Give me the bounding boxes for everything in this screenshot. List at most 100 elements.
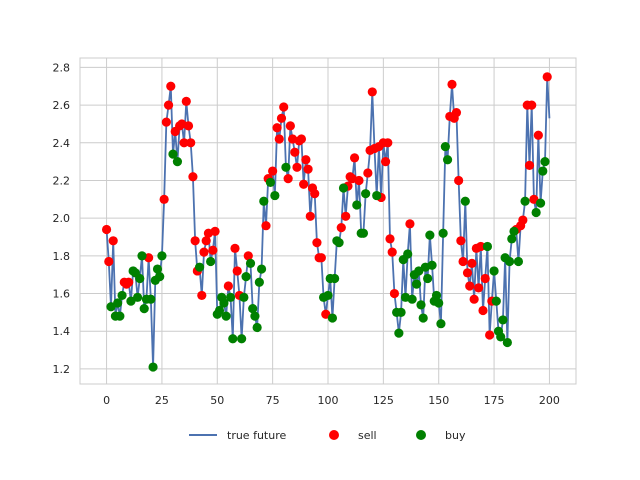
buy-point — [496, 332, 506, 342]
sell-point — [197, 290, 207, 301]
buy-point — [152, 264, 163, 274]
sell-point — [476, 241, 486, 252]
sell-point — [290, 147, 300, 157]
sell-point — [285, 121, 295, 131]
sell-point — [303, 164, 313, 174]
x-tick-label: 100 — [318, 394, 339, 407]
sell-point — [159, 194, 169, 204]
buy-point — [436, 319, 446, 329]
buy-point — [427, 260, 437, 270]
buy-point — [206, 256, 216, 267]
sell-point — [533, 130, 543, 140]
buy-point — [489, 266, 499, 276]
sell-point — [312, 238, 322, 248]
sell-point — [447, 79, 457, 89]
buy-point — [338, 183, 349, 193]
buy-point — [482, 241, 493, 252]
buy-point — [352, 200, 362, 210]
buy-point — [491, 296, 501, 306]
sell-point — [276, 113, 287, 123]
buy-point — [442, 155, 453, 165]
buy-point — [502, 337, 512, 348]
sell-point — [462, 268, 473, 278]
legend-sell-swatch — [329, 430, 339, 440]
x-tick-label: 25 — [155, 394, 169, 407]
buy-point — [115, 311, 125, 321]
buy-point — [168, 149, 178, 159]
y-tick-label: 2.4 — [53, 137, 71, 150]
sell-point — [389, 288, 400, 299]
buy-point — [438, 228, 448, 238]
sell-point — [188, 172, 198, 182]
sell-point — [467, 258, 477, 268]
buy-point — [228, 334, 238, 344]
buy-point — [498, 315, 508, 325]
buy-point — [407, 294, 417, 304]
y-tick-label: 1.8 — [53, 250, 71, 263]
legend-buy-label: buy — [445, 429, 466, 442]
sell-point — [166, 81, 176, 91]
sell-point — [469, 294, 479, 304]
buy-point — [148, 362, 158, 372]
sell-point — [380, 157, 391, 167]
buy-point — [155, 271, 165, 282]
buy-point — [225, 292, 236, 302]
sell-point — [274, 134, 284, 144]
sell-point — [243, 251, 253, 261]
buy-point — [403, 249, 413, 259]
sell-point — [124, 277, 134, 287]
marker-layer — [101, 72, 552, 372]
sell-point — [163, 100, 174, 110]
sell-point — [268, 166, 278, 176]
buy-point — [132, 292, 143, 302]
sell-point — [161, 117, 171, 127]
x-tick-label: 50 — [210, 394, 224, 407]
buy-point — [194, 262, 205, 272]
x-tick-label: 0 — [103, 394, 110, 407]
buy-point — [396, 307, 406, 317]
sell-point — [190, 236, 200, 246]
sell-point — [524, 160, 535, 171]
sell-point — [292, 162, 302, 172]
y-tick-label: 2.2 — [53, 174, 71, 187]
x-tick-label: 150 — [428, 394, 449, 407]
buy-point — [507, 234, 517, 244]
buy-point — [323, 290, 333, 301]
sell-point — [473, 283, 484, 293]
sell-point — [387, 247, 397, 257]
sell-point — [261, 221, 271, 231]
buy-point — [239, 292, 249, 302]
sell-point — [456, 236, 466, 246]
legend: true future sell buy — [189, 429, 466, 442]
buy-point — [418, 313, 428, 323]
buy-point — [535, 198, 546, 208]
sell-point — [183, 121, 194, 131]
buy-point — [256, 264, 267, 274]
buy-point — [513, 256, 524, 267]
sell-point — [405, 219, 415, 229]
sell-point — [283, 174, 293, 184]
buy-point — [146, 294, 156, 304]
legend-buy-swatch — [416, 430, 426, 440]
x-tick-label: 75 — [266, 394, 280, 407]
sell-point — [272, 123, 282, 133]
sell-point — [279, 102, 289, 112]
sell-point — [354, 175, 364, 186]
buy-point — [538, 166, 548, 176]
sell-point — [336, 223, 346, 233]
buy-point — [248, 304, 258, 314]
legend-line-label: true future — [227, 429, 286, 442]
y-tick-label: 2.0 — [53, 212, 71, 225]
buy-point — [358, 228, 369, 238]
buy-point — [327, 313, 338, 323]
buy-point — [221, 311, 231, 321]
sell-point — [101, 224, 112, 235]
sell-point — [305, 211, 315, 221]
buy-point — [219, 298, 229, 308]
buy-point — [113, 298, 123, 308]
buy-point — [252, 322, 262, 333]
tick-label-layer: 0 25 50 75 100 125 150 175 200 1.2 1.4 1.6 1.8 2.0 2.2… — [53, 61, 560, 407]
buy-point — [250, 311, 260, 321]
sell-point — [301, 155, 311, 165]
